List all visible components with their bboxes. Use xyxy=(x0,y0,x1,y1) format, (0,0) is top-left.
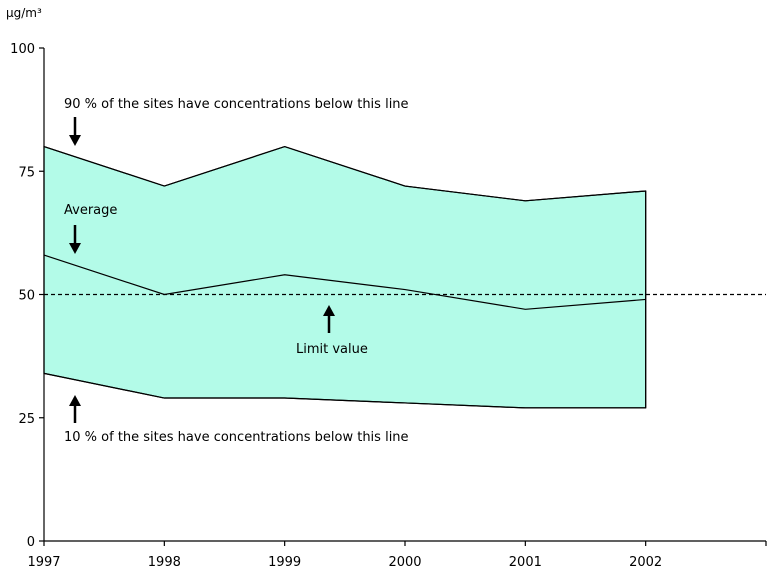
annotation-average: Average xyxy=(64,203,117,218)
x-tick-label-1999: 1999 xyxy=(268,555,301,570)
x-tick-label-2001: 2001 xyxy=(509,555,542,570)
arrow-up-icon-p10 xyxy=(69,395,81,423)
annotation-limit-value: Limit value xyxy=(296,342,368,357)
series-line-90-percent xyxy=(43,145,646,202)
percentile-band xyxy=(43,145,647,409)
arrow-down-icon-average xyxy=(69,225,81,254)
y-tick-label-75: 75 xyxy=(18,165,35,180)
series-line-10-percent xyxy=(43,372,646,409)
x-tick-label-2002: 2002 xyxy=(629,555,662,570)
y-axis-unit-label: µg/m³ xyxy=(6,6,42,20)
band-layer xyxy=(43,145,647,409)
x-tick-label-1997: 1997 xyxy=(27,555,60,570)
annotation-10-percent: 10 % of the sites have concentrations be… xyxy=(64,430,409,445)
y-tick-label-25: 25 xyxy=(18,412,35,427)
lines-layer xyxy=(43,145,766,409)
arrow-up-icon-limit xyxy=(323,305,335,333)
series-line-average xyxy=(43,254,646,310)
axes-layer: 0 25 50 75 100 1997 1998 1999 2000 2001 2002 xyxy=(10,42,767,570)
x-tick-label-2000: 2000 xyxy=(388,555,421,570)
y-tick-label-50: 50 xyxy=(18,289,35,304)
x-tick-label-1998: 1998 xyxy=(148,555,181,570)
y-tick-label-0: 0 xyxy=(27,535,35,550)
annotation-90-percent: 90 % of the sites have concentrations be… xyxy=(64,97,409,112)
y-tick-label-100: 100 xyxy=(10,42,35,57)
arrow-down-icon-p90 xyxy=(69,117,81,146)
